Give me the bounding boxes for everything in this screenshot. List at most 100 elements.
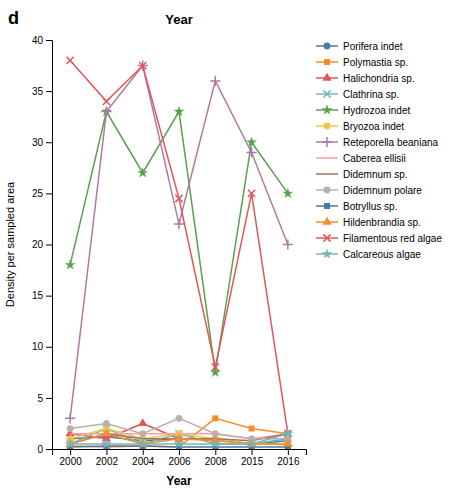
y-tick: 10 [32, 341, 52, 352]
tick-label: 10 [32, 341, 44, 352]
tick-label: 2004 [132, 456, 155, 467]
legend-marker [323, 90, 330, 97]
tick-label: 30 [32, 137, 44, 148]
tick-mark [46, 91, 52, 92]
series-marker [176, 415, 183, 422]
legend-item: Caberea ellisii [316, 153, 406, 164]
series-marker [139, 430, 146, 437]
legend-label: Porifera indet [343, 41, 403, 52]
y-tick: 20 [32, 239, 52, 250]
series-marker [210, 76, 220, 86]
series-marker [246, 147, 256, 157]
series-marker [174, 438, 185, 448]
legend-marker [324, 123, 331, 130]
series-marker [282, 188, 293, 198]
x-tick: 2006 [168, 449, 191, 467]
tick-mark [46, 40, 52, 41]
tick-label: 15 [32, 290, 44, 301]
legend-swatch [316, 173, 338, 175]
x-axis: 2000 2002 2004 2006 2008 2015 2016 [53, 449, 307, 467]
tick-mark [106, 449, 107, 455]
tick-mark [252, 449, 253, 455]
legend-label: Clathrina sp. [343, 89, 399, 100]
legend-label: Didemnum polare [343, 185, 422, 196]
tick-mark [46, 347, 52, 348]
tick-mark [46, 142, 52, 143]
series-line [70, 66, 288, 419]
chart-title: Year [165, 12, 192, 27]
tick-mark [143, 449, 144, 455]
series-marker [283, 439, 292, 447]
tick-label: 2008 [205, 456, 228, 467]
legend-label: Polymastia sp. [343, 57, 408, 68]
y-tick: 35 [32, 86, 52, 97]
legend-item: Reteporella beaniana [316, 137, 439, 148]
legend-marker [323, 234, 330, 241]
series-marker [65, 438, 76, 448]
legend-label: Calcareous algae [343, 249, 421, 260]
legend-item: Calcareous algae [316, 248, 421, 259]
series-marker [248, 190, 255, 197]
legend-marker [322, 104, 333, 114]
y-axis: 0 5 10 15 20 25 30 35 40 [32, 35, 53, 455]
y-tick: 5 [37, 393, 52, 404]
series-marker [174, 219, 184, 229]
tick-mark [288, 449, 289, 455]
y-tick: 0 [37, 444, 52, 455]
tick-label: 2015 [241, 456, 264, 467]
series-marker [175, 195, 182, 202]
series-marker [139, 62, 146, 69]
series-marker [283, 239, 293, 249]
y-tick: 30 [32, 137, 52, 148]
tick-mark [215, 449, 216, 455]
legend-marker [322, 137, 332, 147]
x-tick: 2000 [60, 449, 83, 467]
legend-marker [322, 248, 333, 258]
y-tick: 40 [32, 35, 52, 46]
tick-label: 25 [32, 188, 44, 199]
series-marker [67, 425, 74, 432]
series-marker [249, 426, 255, 432]
tick-label: 2000 [60, 456, 83, 467]
legend-marker [324, 187, 331, 194]
y-tick: 25 [32, 188, 52, 199]
tick-label: 2006 [168, 456, 191, 467]
tick-mark [179, 449, 180, 455]
x-tick: 2002 [96, 449, 119, 467]
series-marker [212, 364, 219, 371]
legend-label: Filamentous red algae [343, 233, 442, 244]
legend-item: Hildenbrandia sp. [316, 217, 421, 228]
tick-label: 35 [32, 86, 44, 97]
marks [65, 57, 293, 449]
series-marker [103, 420, 110, 427]
axis-line [53, 450, 307, 456]
x-tick: 2015 [241, 449, 264, 467]
series-marker [137, 167, 148, 177]
x-tick: 2016 [277, 449, 300, 467]
tick-mark [46, 193, 52, 194]
tick-label: 20 [32, 239, 44, 250]
tick-label: 2016 [277, 456, 300, 467]
tick-mark [46, 398, 52, 399]
axis-line [46, 41, 53, 450]
tick-mark [46, 296, 52, 297]
legend-item: Didemnum polare [316, 185, 422, 196]
series-marker [138, 418, 147, 426]
legend-marker [324, 203, 330, 209]
series-marker [138, 60, 148, 70]
tick-label: 0 [37, 444, 43, 455]
tick-label: 5 [37, 393, 43, 404]
legend-marker [324, 59, 330, 65]
legend-item: Halichondria sp. [316, 73, 415, 84]
series-marker [282, 428, 293, 438]
legend: Porifera indet Polymastia sp. Halichondria… [316, 41, 442, 260]
series-marker [174, 106, 185, 116]
legend-item: Filamentous red algae [316, 233, 442, 244]
legend-label: Halichondria sp. [343, 73, 415, 84]
series-marker [65, 259, 76, 269]
legend-label: Hydrozoa indet [343, 105, 410, 116]
legend-swatch [316, 157, 338, 159]
series-marker [65, 413, 75, 423]
series-marker [101, 438, 112, 448]
chart-svg: 0 5 10 15 20 25 30 35 40 2000 2002 2004 2006 2008 2015… [0, 0, 466, 497]
